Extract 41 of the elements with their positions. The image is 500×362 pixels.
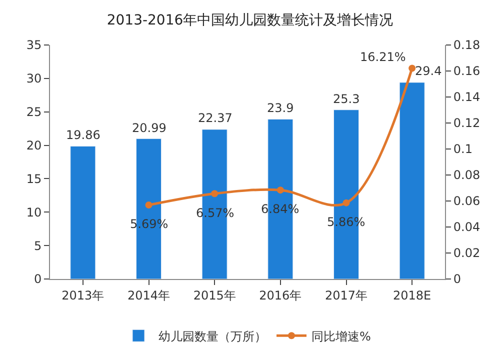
point: [342, 199, 350, 206]
y-tick-label: 35: [26, 38, 42, 52]
x-tick-label: 2018E: [393, 288, 432, 302]
y2-tick-label: 0.1: [453, 142, 472, 156]
y2-tick-label: 0: [453, 272, 462, 286]
x-tick-label: 2016年: [259, 288, 302, 302]
data-label: 25.3: [333, 92, 360, 106]
y2-tick-label: 0.04: [453, 220, 480, 234]
data-label: 29.4: [415, 64, 442, 78]
bar: [70, 146, 96, 279]
data-label: 23.9: [267, 101, 294, 115]
y-tick-label: 5: [34, 238, 42, 253]
y2-tick-label: 0.16: [453, 64, 480, 78]
x-tick-label: 2013年: [62, 288, 104, 302]
point: [276, 186, 284, 194]
y2-tick-label: 0.14: [453, 90, 480, 104]
y2-tick-label: 0.02: [453, 246, 480, 260]
y-tick-label: 30: [26, 72, 42, 86]
y-tick-label: 0: [34, 272, 42, 286]
y-tick-label: 20: [26, 138, 42, 152]
legend-label: 幼儿园数量（万所）: [158, 329, 266, 344]
point: [408, 64, 416, 72]
point: [211, 190, 218, 198]
point: [145, 202, 152, 209]
y2-tick-label: 0.08: [453, 168, 480, 182]
data-label: 20.99: [132, 121, 166, 135]
x-tick-label: 2014年: [127, 288, 170, 302]
bar: [399, 82, 425, 279]
y-tick-label: 10: [26, 205, 42, 220]
y-tick-label: 15: [26, 172, 42, 186]
data-label: 16.21%: [360, 50, 406, 64]
data-label: 22.37: [198, 111, 232, 125]
y2-tick-label: 0.06: [453, 194, 480, 208]
x-tick-label: 2015年: [193, 288, 236, 302]
x-tick-label: 2017年: [324, 288, 368, 302]
data-label: 19.86: [66, 128, 100, 142]
y2-tick-label: 0.12: [453, 116, 480, 130]
legend-label: 同比增速%: [312, 329, 371, 344]
chart-title: 2013-2016年中国幼儿园数量统计及增长情况: [106, 12, 394, 28]
y2-tick-label: 0.18: [453, 38, 480, 52]
y-tick-label: 25: [26, 105, 42, 120]
